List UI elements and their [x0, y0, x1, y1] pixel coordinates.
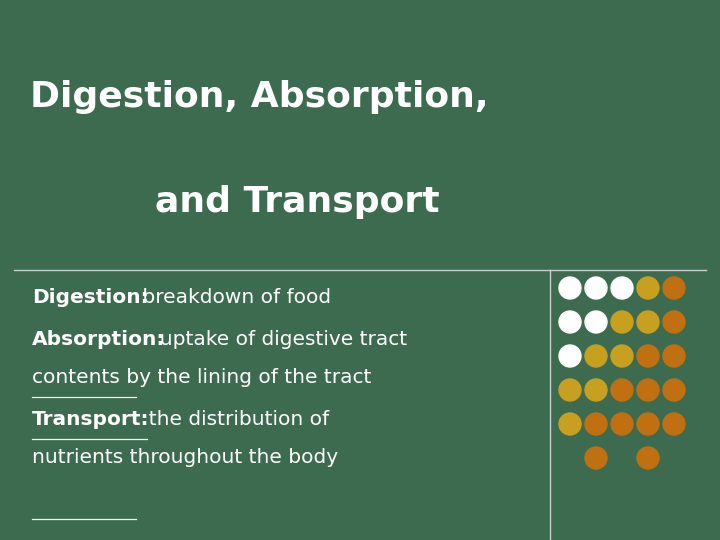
Text: the distribution of: the distribution of [136, 410, 330, 429]
Text: nutrients throughout the body: nutrients throughout the body [32, 448, 338, 467]
Circle shape [559, 379, 581, 401]
Circle shape [559, 345, 581, 367]
Circle shape [611, 379, 633, 401]
Circle shape [611, 345, 633, 367]
Text: Transport:: Transport: [32, 410, 150, 429]
Circle shape [637, 379, 659, 401]
Circle shape [559, 413, 581, 435]
Circle shape [611, 311, 633, 333]
Circle shape [585, 311, 607, 333]
Circle shape [637, 413, 659, 435]
Circle shape [585, 345, 607, 367]
Text: and Transport: and Transport [155, 185, 440, 219]
Circle shape [637, 447, 659, 469]
Text: Digestion:: Digestion: [32, 288, 148, 307]
Circle shape [559, 277, 581, 299]
Circle shape [663, 345, 685, 367]
Circle shape [585, 277, 607, 299]
Circle shape [585, 447, 607, 469]
Circle shape [637, 345, 659, 367]
Circle shape [585, 413, 607, 435]
Circle shape [611, 277, 633, 299]
Circle shape [663, 379, 685, 401]
Text: contents by the lining of the tract: contents by the lining of the tract [32, 368, 372, 387]
Circle shape [663, 277, 685, 299]
Text: Digestion, Absorption,: Digestion, Absorption, [30, 80, 488, 114]
Text: Absorption:: Absorption: [32, 330, 166, 349]
Circle shape [637, 277, 659, 299]
Circle shape [559, 311, 581, 333]
Text: uptake of digestive tract: uptake of digestive tract [147, 330, 407, 349]
Text: breakdown of food: breakdown of food [136, 288, 331, 307]
Circle shape [637, 311, 659, 333]
Circle shape [585, 379, 607, 401]
Circle shape [663, 311, 685, 333]
Circle shape [663, 413, 685, 435]
Circle shape [611, 413, 633, 435]
